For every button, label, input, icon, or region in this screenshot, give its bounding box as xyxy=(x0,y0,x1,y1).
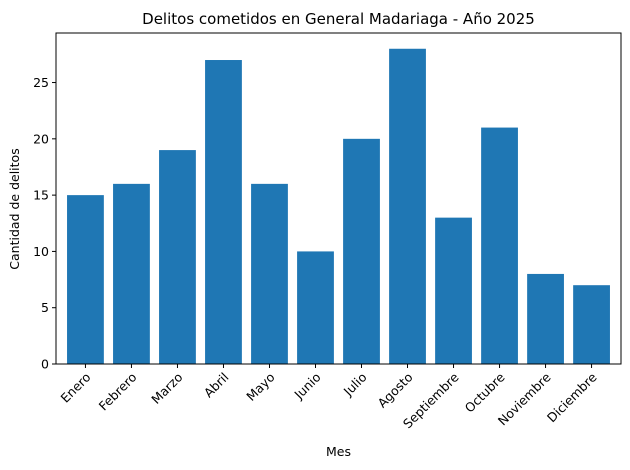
bar-enero xyxy=(67,195,104,364)
chart-title: Delitos cometidos en General Madariaga -… xyxy=(142,10,535,28)
y-tick-label: 20 xyxy=(33,131,49,146)
y-tick-label: 5 xyxy=(41,300,49,315)
bar-junio xyxy=(297,251,334,364)
y-tick-label: 15 xyxy=(33,188,49,203)
axes-frame xyxy=(55,32,622,365)
bar-febrero xyxy=(113,183,150,364)
bar-abril xyxy=(205,60,242,364)
y-tick-label: 25 xyxy=(33,75,49,90)
y-axis: 0 5 10 15 20 25 xyxy=(33,75,56,372)
bar-diciembre xyxy=(573,285,610,364)
y-tick-label: 10 xyxy=(33,244,49,259)
y-axis-label: Cantidad de delitos xyxy=(7,148,22,269)
bar-septiembre xyxy=(435,217,472,364)
bar-marzo xyxy=(159,150,196,364)
bar-julio xyxy=(343,138,380,364)
bars-group xyxy=(67,48,610,365)
bar-noviembre xyxy=(527,273,564,364)
x-axis-label: Mes xyxy=(326,444,351,459)
bar-agosto xyxy=(389,48,426,365)
y-tick-label: 0 xyxy=(41,357,49,372)
bar-mayo xyxy=(251,183,288,364)
bar-octubre xyxy=(481,127,518,364)
